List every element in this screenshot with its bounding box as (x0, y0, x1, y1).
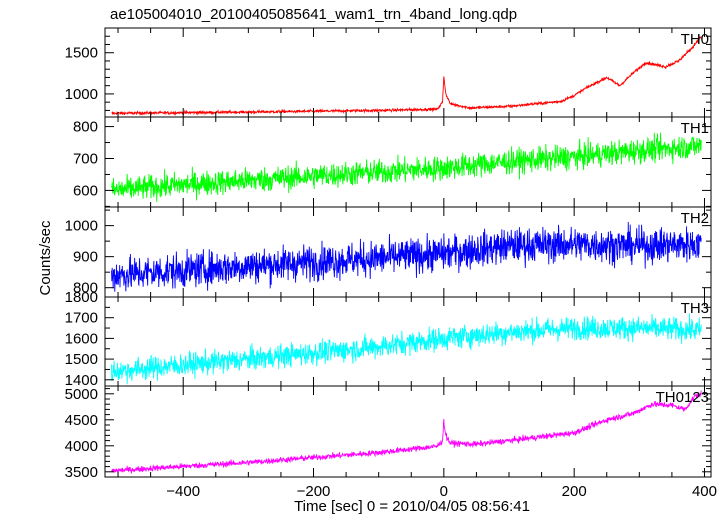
series-line-th0123 (111, 390, 702, 474)
panel-label-th1: TH1 (681, 120, 709, 137)
y-tick-label-th0-1000: 1000 (65, 86, 98, 103)
panel-frame-th1 (104, 116, 712, 208)
y-tick-label-th3-1400: 1400 (65, 372, 98, 389)
y-tick-label-th2-900: 900 (73, 249, 98, 266)
y-tick-label-th0123-4000: 4000 (65, 438, 98, 455)
x-axis-label: Time [sec] 0 = 2010/04/05 08:56:41 (294, 498, 530, 515)
series-line-th3 (111, 313, 702, 385)
panels-group: 1000 1500 TH0 600 700 800 TH1 800 900 1000 TH2 1400… (65, 27, 717, 500)
y-tick-label-th3-1800: 1800 (65, 289, 98, 306)
y-tick-label-th3-1700: 1700 (65, 310, 98, 327)
panel-frame-th3 (104, 296, 712, 387)
y-tick-label-th0123-5000: 5000 (65, 386, 98, 403)
series-line-th0 (111, 36, 702, 116)
y-tick-label-th2-800: 800 (73, 280, 98, 297)
panel-frame-th0 (104, 27, 712, 118)
y-tick-label-th1-800: 800 (73, 119, 98, 136)
y-axis-label: Counts/sec (37, 220, 54, 296)
panel-frame-th0123 (104, 385, 712, 478)
panel-label-th2: TH2 (681, 210, 709, 227)
x-tick-label-4: 400 (692, 483, 717, 500)
y-tick-label-th1-600: 600 (73, 182, 98, 199)
y-tick-label-th0123-3500: 3500 (65, 464, 98, 481)
series-line-th2 (111, 222, 702, 292)
y-tick-label-th1-700: 700 (73, 150, 98, 167)
panel-label-th0123: TH0123 (656, 389, 709, 406)
x-tick-label-2: 0 (440, 483, 448, 500)
y-tick-label-th3-1600: 1600 (65, 330, 98, 347)
chart-title: ae105004010_20100405085641_wam1_trn_4ban… (110, 6, 517, 23)
y-tick-label-th3-1500: 1500 (65, 351, 98, 368)
y-tick-label-th0-1500: 1500 (65, 45, 98, 62)
series-line-th1 (111, 132, 702, 203)
y-tick-label-th0123-4500: 4500 (65, 412, 98, 429)
x-tick-label-3: 200 (562, 483, 587, 500)
panel-label-th0: TH0 (681, 31, 709, 48)
y-tick-label-th2-1000: 1000 (65, 218, 98, 235)
x-tick-label-1: −200 (297, 483, 331, 500)
x-tick-label-0: −400 (166, 483, 200, 500)
panel-label-th3: TH3 (681, 300, 709, 317)
